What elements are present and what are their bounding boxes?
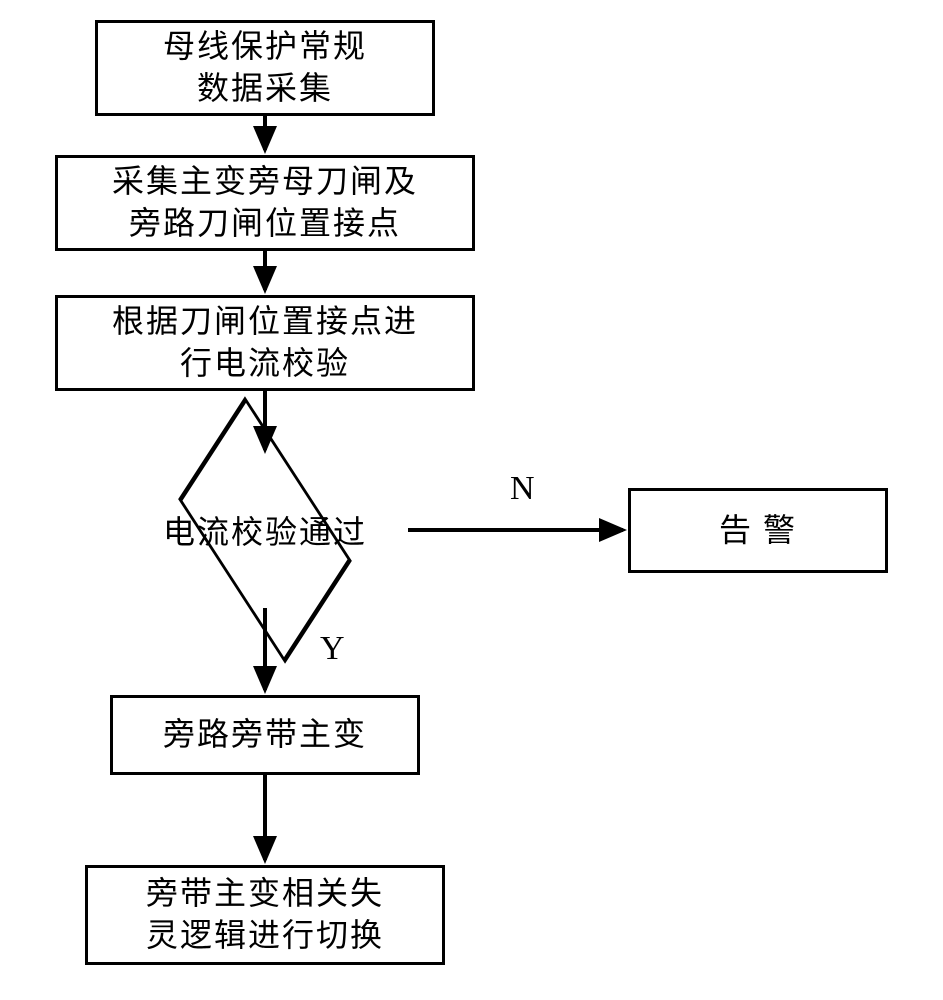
- flow-node-current-check: 根据刀闸位置接点进 行电流校验: [55, 295, 475, 391]
- edge-label-no: N: [510, 470, 535, 508]
- flow-node-alarm: 告 警: [628, 488, 888, 573]
- flow-node-label: 母线保护常规 数据采集: [163, 26, 367, 109]
- flow-node-failure-logic-switch: 旁带主变相关失 灵逻辑进行切换: [85, 865, 445, 965]
- flow-node-label: 电流校验通过: [115, 452, 415, 607]
- flow-node-label: 采集主变旁母刀闸及 旁路刀闸位置接点: [112, 161, 418, 244]
- flow-node-label: 根据刀闸位置接点进 行电流校验: [112, 301, 418, 384]
- flow-node-data-collection: 母线保护常规 数据采集: [95, 20, 435, 116]
- flow-node-decision-current-pass: 电流校验通过: [115, 452, 415, 607]
- edge-label-yes: Y: [320, 630, 345, 668]
- flow-node-bypass-main-transformer: 旁路旁带主变: [110, 695, 420, 775]
- flow-node-label: 旁带主变相关失 灵逻辑进行切换: [146, 873, 384, 956]
- flow-node-label: 告 警: [719, 510, 797, 552]
- flow-node-collect-switch-contacts: 采集主变旁母刀闸及 旁路刀闸位置接点: [55, 155, 475, 251]
- flow-node-label: 旁路旁带主变: [163, 714, 367, 756]
